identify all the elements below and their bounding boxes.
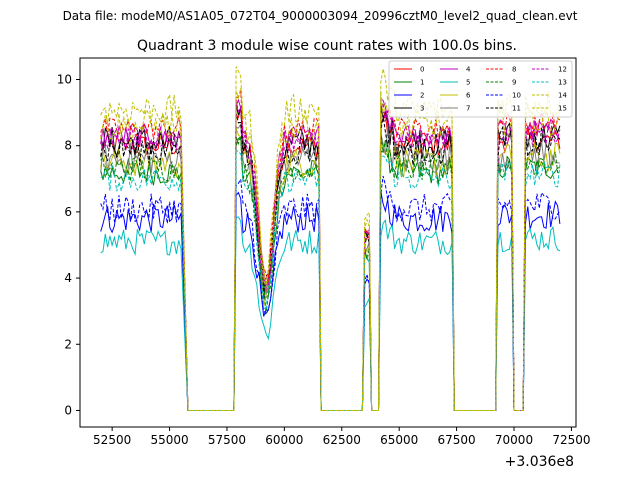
x-tick-label: 70000 [495,433,533,447]
legend-label-9: 9 [512,79,516,87]
legend-label-11: 11 [512,105,521,113]
chart-suptitle: Data file: modeM0/AS1A05_072T04_90000030… [63,9,578,23]
x-tick-label: 67500 [437,433,475,447]
legend-box [388,60,573,118]
x-offset-label: +3.036e8 [505,454,574,470]
y-tick-label: 10 [57,73,72,87]
legend-label-12: 12 [558,66,567,74]
legend-label-14: 14 [558,92,567,100]
legend-label-13: 13 [558,79,567,87]
x-tick-label: 65000 [380,433,418,447]
legend-label-1: 1 [420,79,424,87]
legend-label-4: 4 [466,66,471,74]
x-tick-label: 57500 [208,433,246,447]
legend-label-5: 5 [466,79,470,87]
y-tick-label: 6 [64,205,72,219]
x-tick-label: 52500 [93,433,131,447]
series-line-15 [100,87,561,411]
y-tick-label: 2 [64,337,72,351]
y-tick-label: 8 [64,139,72,153]
x-tick-label: 72500 [552,433,590,447]
plot-frame [79,57,577,428]
legend-label-8: 8 [512,66,516,74]
plot-area [100,66,561,411]
x-tick-label: 60000 [265,433,303,447]
axes: 52500 55000 57500 60000 62500 65000 67500 70000… [57,57,591,447]
legend-label-0: 0 [420,66,424,74]
legend-label-10: 10 [512,92,521,100]
y-tick-label: 4 [64,271,72,285]
legend-label-15: 15 [558,105,567,113]
x-tick-label: 62500 [323,433,361,447]
legend-label-2: 2 [420,92,424,100]
legend-label-6: 6 [466,92,471,100]
chart-title: Quadrant 3 module wise count rates with … [137,38,517,54]
legend-label-7: 7 [466,105,470,113]
y-tick-label: 0 [64,403,72,417]
x-tick-label: 55000 [150,433,188,447]
legend-label-3: 3 [420,105,424,113]
